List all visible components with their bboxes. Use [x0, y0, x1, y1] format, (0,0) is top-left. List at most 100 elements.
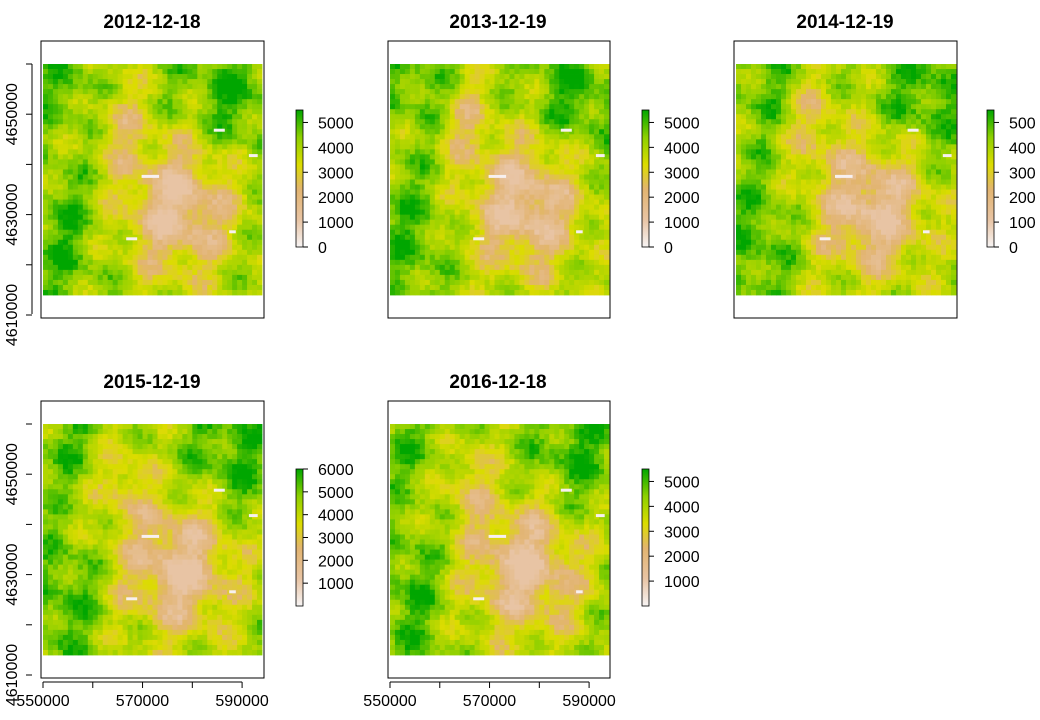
- raster-cell: [594, 199, 600, 206]
- raster-cell: [117, 239, 124, 246]
- legend-tick-label: 2000: [664, 190, 700, 207]
- raster-cell: [746, 119, 752, 125]
- raster-cell: [404, 134, 411, 140]
- raster-cell: [182, 279, 188, 286]
- raster-cell: [449, 129, 456, 135]
- raster-cell: [569, 219, 575, 226]
- raster-cell: [414, 229, 421, 236]
- raster-cell: [207, 94, 213, 100]
- raster-cell: [484, 129, 490, 135]
- raster-cell: [212, 244, 218, 251]
- raster-cell: [564, 69, 570, 75]
- raster-cell: [886, 94, 892, 100]
- raster-cell: [182, 199, 188, 206]
- raster-cell: [192, 219, 198, 226]
- raster-cell: [549, 154, 555, 160]
- raster-cell: [771, 134, 777, 140]
- raster-cell: [62, 109, 69, 115]
- raster-cell: [152, 284, 158, 291]
- raster-cell: [122, 174, 129, 180]
- raster-cell: [604, 284, 610, 291]
- raster-cell: [390, 154, 396, 160]
- raster-cell: [182, 89, 188, 95]
- raster-cell: [87, 239, 94, 246]
- raster-cell: [584, 259, 590, 266]
- raster-cell: [459, 279, 466, 286]
- raster-cell: [549, 124, 555, 130]
- raster-cell: [509, 144, 515, 150]
- raster-cell: [489, 249, 495, 256]
- raster-cell: [801, 104, 807, 110]
- raster-cell: [102, 224, 109, 231]
- raster-cell: [434, 184, 441, 190]
- raster-cell: [599, 219, 605, 226]
- raster-cell: [182, 94, 188, 100]
- raster-cell: [47, 94, 54, 100]
- raster-cell: [499, 254, 505, 261]
- legend-tick-label: 1000: [664, 215, 700, 232]
- raster-cell: [167, 199, 173, 206]
- raster-cell: [429, 234, 436, 241]
- raster-cell: [806, 79, 812, 85]
- raster-cell: [574, 109, 580, 115]
- raster-cell: [257, 79, 263, 85]
- raster-cell: [484, 69, 490, 75]
- raster-cell: [604, 64, 610, 70]
- raster-cell: [856, 144, 862, 150]
- raster-cell: [429, 279, 436, 286]
- raster-cell: [444, 289, 451, 296]
- raster-cell: [911, 119, 917, 125]
- raster-cell: [252, 89, 258, 95]
- raster-cell: [464, 289, 471, 296]
- raster-cell: [594, 159, 600, 165]
- raster-cell: [826, 124, 832, 130]
- raster-cell: [172, 139, 178, 145]
- raster-cell: [866, 139, 872, 145]
- raster-cell: [102, 94, 109, 100]
- raster-cell: [946, 74, 952, 80]
- raster-cell: [499, 209, 505, 216]
- raster-cell: [534, 279, 540, 286]
- raster-cell: [524, 284, 530, 291]
- raster-cell: [796, 129, 802, 135]
- raster-cell: [424, 199, 431, 206]
- raster-cell: [207, 199, 213, 206]
- raster-cell: [594, 69, 600, 75]
- raster-cell: [534, 189, 540, 195]
- raster-cell: [846, 149, 852, 155]
- raster-cell: [142, 169, 148, 175]
- raster-cell: [434, 209, 441, 216]
- raster-cell: [252, 234, 258, 241]
- raster-cell: [202, 154, 208, 160]
- raster-cell: [257, 219, 263, 226]
- raster-cell: [821, 149, 827, 155]
- raster-cell: [544, 244, 550, 251]
- raster-cell: [761, 124, 767, 130]
- raster-cell: [554, 69, 560, 75]
- raster-cell: [62, 189, 69, 195]
- raster-cell: [207, 179, 213, 185]
- raster-cell: [112, 154, 119, 160]
- raster-cell: [519, 244, 525, 251]
- raster-cell: [132, 174, 138, 180]
- raster-cell: [806, 64, 812, 70]
- raster-cell: [172, 184, 178, 190]
- raster-cell: [429, 249, 436, 256]
- raster-cell: [57, 139, 64, 145]
- raster-cell: [82, 189, 89, 195]
- raster-cell: [926, 144, 932, 150]
- raster-cell: [43, 199, 49, 206]
- raster-cell: [247, 69, 253, 75]
- raster-cell: [454, 124, 461, 130]
- raster-cell: [207, 149, 213, 155]
- raster-cell: [152, 224, 158, 231]
- raster-cell: [474, 164, 480, 170]
- raster-cell: [242, 84, 248, 90]
- raster-cell: [157, 264, 163, 271]
- raster-cell: [549, 259, 555, 266]
- raster-cell: [519, 264, 525, 271]
- raster-cell: [429, 224, 436, 231]
- raster-cell: [187, 214, 193, 221]
- raster-cell: [504, 64, 510, 70]
- raster-cell: [549, 104, 555, 110]
